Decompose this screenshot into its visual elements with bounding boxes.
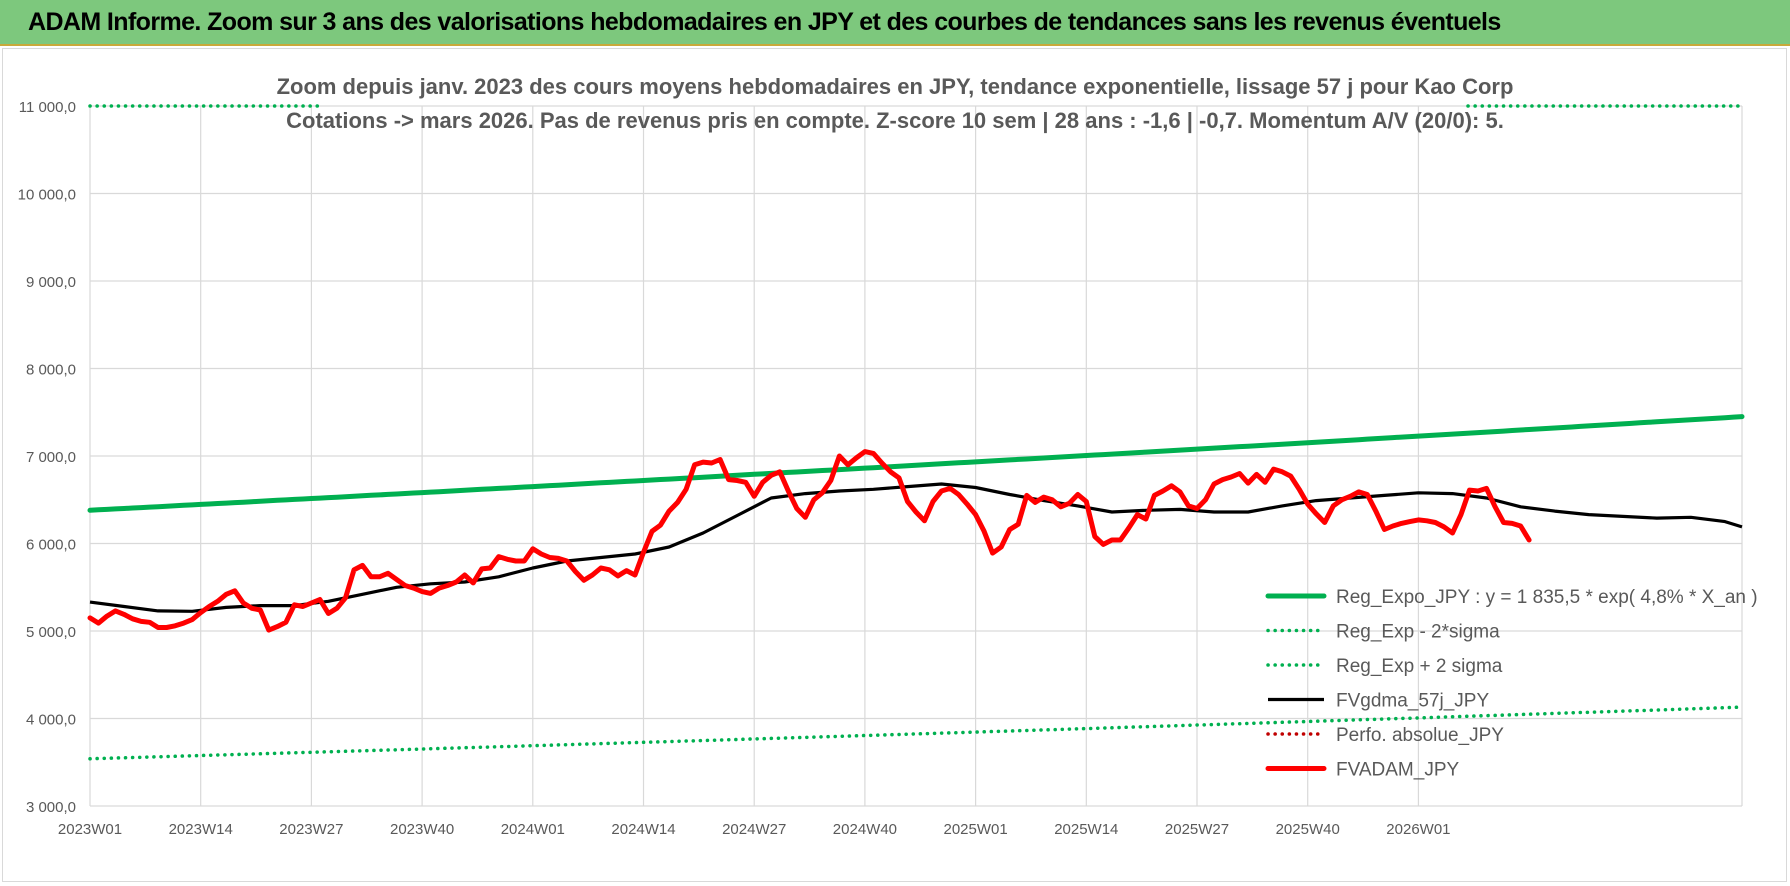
y-axis-ticks: 3 000,0 4 000,0 5 000,0 6 000,0 7 000,0 8 000… xyxy=(18,99,76,816)
legend-label-fvgdma-57j-jpy: FVgdma_57j_JPY xyxy=(1336,691,1489,712)
y-tick-label: 4 000,0 xyxy=(26,712,76,729)
gridlines xyxy=(89,105,1743,807)
legend-label-perfo-absolue-jpy: Perfo. absolue_JPY xyxy=(1336,725,1504,746)
x-tick-label: 2025W01 xyxy=(943,821,1007,838)
x-tick-label: 2025W27 xyxy=(1165,821,1229,838)
legend-label-reg-exp-2-sigma: Reg_Exp - 2*sigma xyxy=(1336,622,1500,643)
x-tick-label: 2025W40 xyxy=(1276,821,1340,838)
y-tick-label: 3 000,0 xyxy=(26,799,76,816)
series-line-reg-expo-jpy-y-1-835-5-exp-4-8-x-an xyxy=(87,414,1745,513)
chart-title: Zoom depuis janv. 2023 des cours moyens … xyxy=(277,74,1514,99)
legend-label-reg-exp-2-sigma: Reg_Exp + 2 sigma xyxy=(1336,656,1503,677)
x-tick-label: 2026W01 xyxy=(1386,821,1450,838)
x-tick-label: 2024W14 xyxy=(611,821,675,838)
series-line-fvadam-jpy xyxy=(87,449,1532,633)
chart-subtitle: Cotations -> mars 2026. Pas de revenus p… xyxy=(286,108,1504,133)
x-tick-label: 2023W14 xyxy=(169,821,233,838)
x-tick-label: 2025W14 xyxy=(1054,821,1118,838)
y-tick-label: 9 000,0 xyxy=(26,274,76,291)
x-tick-label: 2023W01 xyxy=(58,821,122,838)
series-line-fvgdma-57j-jpy xyxy=(89,482,1743,613)
chart-frame xyxy=(2,48,1787,882)
y-tick-label: 11 000,0 xyxy=(19,99,76,116)
x-tick-label: 2023W27 xyxy=(279,821,343,838)
x-tick-label: 2024W01 xyxy=(501,821,565,838)
legend-label-fvadam-jpy: FVADAM_JPY xyxy=(1336,760,1460,781)
header-banner: ADAM Informe. Zoom sur 3 ans des valoris… xyxy=(0,0,1790,46)
y-tick-label: 8 000,0 xyxy=(26,362,76,379)
x-tick-label: 2024W40 xyxy=(833,821,897,838)
legend-label-reg-expo-jpy-y-1-835-5-exp-4-8-x-an: Reg_Expo_JPY : y = 1 835,5 * exp( 4,8% *… xyxy=(1336,587,1758,608)
y-tick-label: 10 000,0 xyxy=(18,187,76,204)
y-tick-label: 5 000,0 xyxy=(26,624,76,641)
y-tick-label: 6 000,0 xyxy=(26,537,76,554)
series-lines xyxy=(87,104,1745,761)
series-line-reg-exp-2-sigma xyxy=(88,705,1744,761)
report-title: ADAM Informe. Zoom sur 3 ans des valoris… xyxy=(28,8,1501,36)
y-tick-label: 7 000,0 xyxy=(26,449,76,466)
legend: Reg_Expo_JPY : y = 1 835,5 * exp( 4,8% *… xyxy=(1265,587,1758,781)
x-tick-label: 2024W27 xyxy=(722,821,786,838)
x-axis-ticks: 2023W01 2023W14 2023W27 2023W40 2024W01 2024W… xyxy=(58,821,1451,838)
x-tick-label: 2023W40 xyxy=(390,821,454,838)
